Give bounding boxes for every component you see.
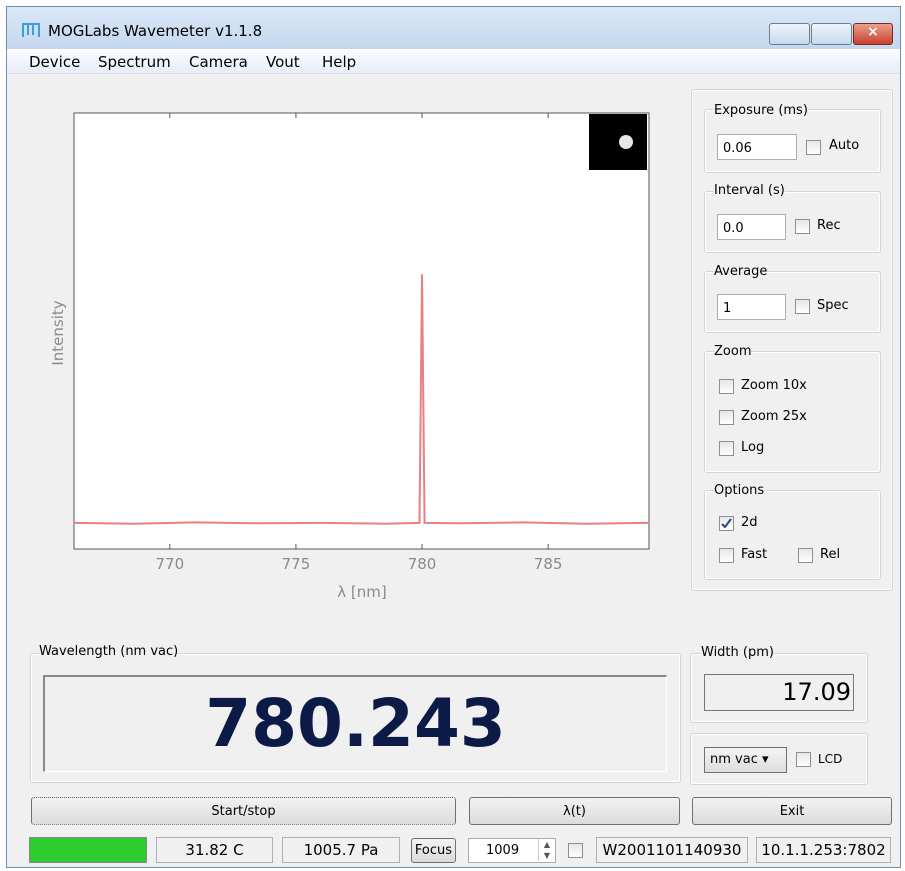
x-tick-label: 785 — [534, 555, 563, 573]
average-input[interactable]: 1 — [717, 294, 786, 320]
close-button[interactable]: × — [853, 23, 893, 45]
zoom-group — [704, 351, 881, 473]
pressure: 1005.7 Pa — [282, 837, 400, 863]
exit-button[interactable]: Exit — [692, 797, 892, 825]
beam-spot — [619, 135, 633, 149]
menu-item[interactable]: Device — [29, 53, 81, 71]
average-group — [704, 271, 881, 333]
log-checkbox[interactable] — [719, 441, 734, 456]
app-icon — [22, 23, 40, 37]
width-group — [690, 653, 868, 723]
x-tick-label: 780 — [408, 555, 437, 573]
x-tick-label: 770 — [156, 555, 185, 573]
menu-item[interactable]: Vout — [266, 53, 300, 71]
checkbox-label: Spec — [817, 298, 849, 313]
window-title: MOGLabs Wavemeter v1.1.8 — [48, 22, 263, 40]
status-indicator — [29, 837, 147, 863]
camera-thumbnail — [589, 114, 647, 170]
group-label: Width (pm) — [701, 645, 774, 660]
zoom-checkbox[interactable] — [719, 410, 734, 425]
units-select[interactable]: nm vac ▾ — [704, 747, 787, 773]
checkbox-label: Zoom 10x — [741, 378, 807, 393]
check-mark — [721, 518, 732, 529]
rec-checkbox[interactable] — [795, 219, 810, 234]
width-display: 17.09 — [704, 674, 854, 711]
x-axis-label: λ [nm] — [337, 583, 386, 601]
serial-number: W2001101140930 — [596, 837, 748, 863]
options-group — [704, 490, 881, 580]
spinner-arrows[interactable]: ▲ ▼ — [538, 839, 555, 861]
title-bar — [7, 7, 900, 49]
wavelength-display: 780.243 — [43, 675, 667, 772]
group-label: Zoom — [714, 344, 752, 359]
wavelength-group — [30, 653, 681, 783]
group-label: Options — [714, 483, 765, 498]
checkbox-label: 2d — [741, 515, 758, 530]
spinner[interactable]: 1009 — [468, 838, 556, 863]
interval-input[interactable]: 0.0 — [717, 214, 786, 240]
checkbox-label: Rel — [820, 547, 841, 562]
y-axis-label: Intensity — [49, 300, 67, 365]
checkbox-label: Fast — [741, 547, 768, 562]
status-checkbox[interactable] — [568, 843, 583, 858]
interval-group — [704, 191, 881, 253]
group-label: Exposure (ms) — [714, 103, 808, 118]
maximize-button[interactable] — [811, 23, 852, 45]
checkbox-label: LCD — [818, 752, 843, 766]
group-label: Average — [714, 264, 768, 279]
units-group — [690, 733, 868, 785]
menu-item[interactable]: Spectrum — [98, 53, 171, 71]
zoom-checkbox[interactable] — [719, 379, 734, 394]
check-mark-path — [721, 518, 732, 529]
temperature: 31.82 C — [156, 837, 273, 863]
menu-item[interactable]: Help — [322, 53, 357, 71]
x-tick-label: 775 — [282, 555, 311, 573]
plot-area — [73, 112, 650, 550]
minimize-button[interactable] — [769, 23, 810, 45]
2d-checkbox[interactable] — [719, 516, 734, 531]
auto-checkbox[interactable] — [806, 140, 821, 155]
rel-checkbox[interactable] — [798, 548, 813, 563]
lambda-t-button[interactable]: λ(t) — [469, 797, 680, 825]
checkbox-label: Log — [741, 440, 765, 455]
window: MOGLabs Wavemeter v1.1.8 × Device Spectr… — [6, 6, 901, 868]
group-label: Interval (s) — [714, 183, 785, 198]
start-stop-button[interactable]: Start/stop — [31, 797, 456, 825]
select-value: nm vac — [710, 752, 758, 767]
menu-bar — [7, 49, 900, 74]
exposure-input[interactable]: 0.06 — [717, 134, 797, 160]
spec-checkbox[interactable] — [795, 299, 810, 314]
focus-button[interactable]: Focus — [411, 838, 456, 863]
spectrum-chart: λ [nm] Intensity 770 775 780 785 — [49, 112, 650, 601]
ip-address: 10.1.1.253:7802 — [756, 837, 891, 863]
lcd-checkbox[interactable] — [796, 752, 811, 767]
group-label: Wavelength (nm vac) — [39, 644, 179, 659]
checkbox-label: Auto — [829, 138, 860, 153]
checkbox-label: Zoom 25x — [741, 409, 807, 424]
fast-checkbox[interactable] — [719, 548, 734, 563]
spectrum-line — [73, 274, 650, 525]
checkbox-label: Rec — [817, 218, 841, 233]
menu-item[interactable]: Camera — [189, 53, 248, 71]
settings-panel — [691, 89, 893, 591]
